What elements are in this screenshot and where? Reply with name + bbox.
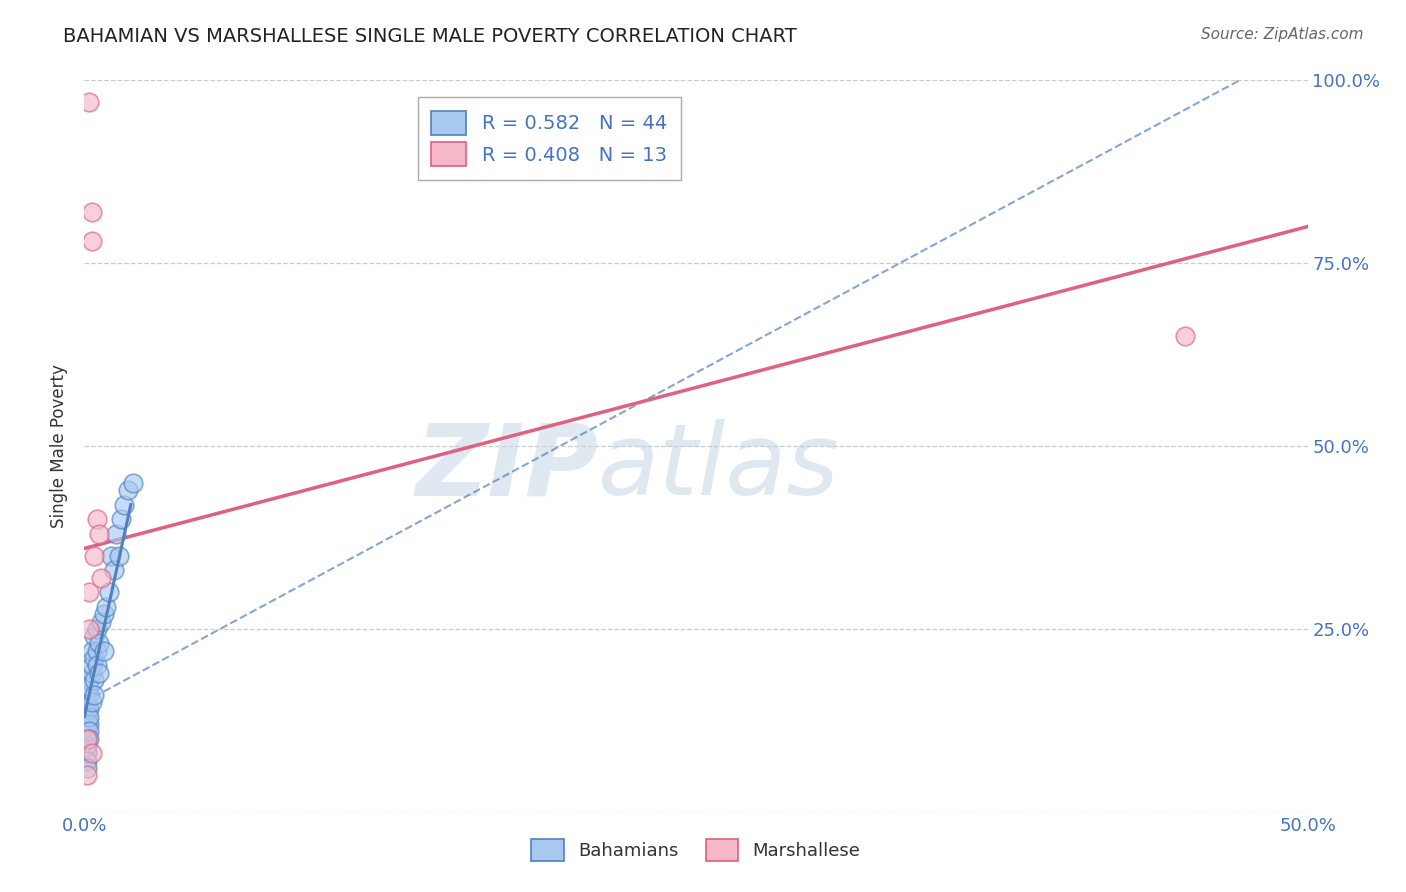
Point bbox=[76, 709, 98, 723]
Text: atlas: atlas bbox=[598, 419, 839, 516]
Point bbox=[77, 673, 100, 687]
Point bbox=[77, 709, 100, 723]
Point bbox=[105, 526, 128, 541]
Point bbox=[90, 615, 112, 629]
Point bbox=[76, 761, 98, 775]
Point bbox=[77, 688, 100, 702]
Point bbox=[93, 644, 115, 658]
Point bbox=[87, 526, 110, 541]
Point bbox=[77, 702, 100, 716]
Point bbox=[80, 746, 103, 760]
Point bbox=[110, 512, 132, 526]
Point bbox=[76, 746, 98, 760]
Point bbox=[112, 498, 135, 512]
Point bbox=[86, 622, 108, 636]
Point bbox=[83, 629, 105, 643]
Point bbox=[80, 234, 103, 248]
Point bbox=[76, 702, 98, 716]
Point bbox=[80, 695, 103, 709]
Point bbox=[83, 688, 105, 702]
Point bbox=[103, 563, 125, 577]
Point bbox=[83, 549, 105, 563]
Point bbox=[90, 571, 112, 585]
Point bbox=[77, 724, 100, 739]
Point bbox=[76, 731, 98, 746]
Point bbox=[80, 665, 103, 680]
Point bbox=[87, 636, 110, 650]
Point bbox=[76, 768, 98, 782]
Point bbox=[76, 695, 98, 709]
Point bbox=[80, 644, 103, 658]
Text: ZIP: ZIP bbox=[415, 419, 598, 516]
Point bbox=[76, 717, 98, 731]
Point bbox=[86, 658, 108, 673]
Point bbox=[77, 95, 100, 110]
Point bbox=[76, 739, 98, 753]
Text: Source: ZipAtlas.com: Source: ZipAtlas.com bbox=[1201, 27, 1364, 42]
Point bbox=[77, 622, 100, 636]
Point bbox=[93, 607, 115, 622]
Point bbox=[86, 512, 108, 526]
Point bbox=[77, 717, 100, 731]
Point bbox=[77, 681, 100, 695]
Point bbox=[117, 483, 139, 497]
Point bbox=[76, 724, 98, 739]
Point bbox=[80, 658, 103, 673]
Point bbox=[97, 585, 120, 599]
Point bbox=[77, 731, 100, 746]
Y-axis label: Single Male Poverty: Single Male Poverty bbox=[51, 364, 69, 528]
Legend: Bahamians, Marshallese: Bahamians, Marshallese bbox=[524, 832, 868, 869]
Point bbox=[76, 731, 98, 746]
Point bbox=[80, 205, 103, 219]
Point bbox=[77, 585, 100, 599]
Point bbox=[96, 599, 118, 614]
Point bbox=[87, 665, 110, 680]
Point bbox=[107, 549, 129, 563]
Point bbox=[76, 754, 98, 768]
Text: BAHAMIAN VS MARSHALLESE SINGLE MALE POVERTY CORRELATION CHART: BAHAMIAN VS MARSHALLESE SINGLE MALE POVE… bbox=[63, 27, 797, 45]
Point bbox=[122, 475, 145, 490]
Point bbox=[86, 644, 108, 658]
Point bbox=[1174, 329, 1197, 343]
Point bbox=[83, 651, 105, 665]
Point bbox=[100, 549, 122, 563]
Point bbox=[83, 673, 105, 687]
